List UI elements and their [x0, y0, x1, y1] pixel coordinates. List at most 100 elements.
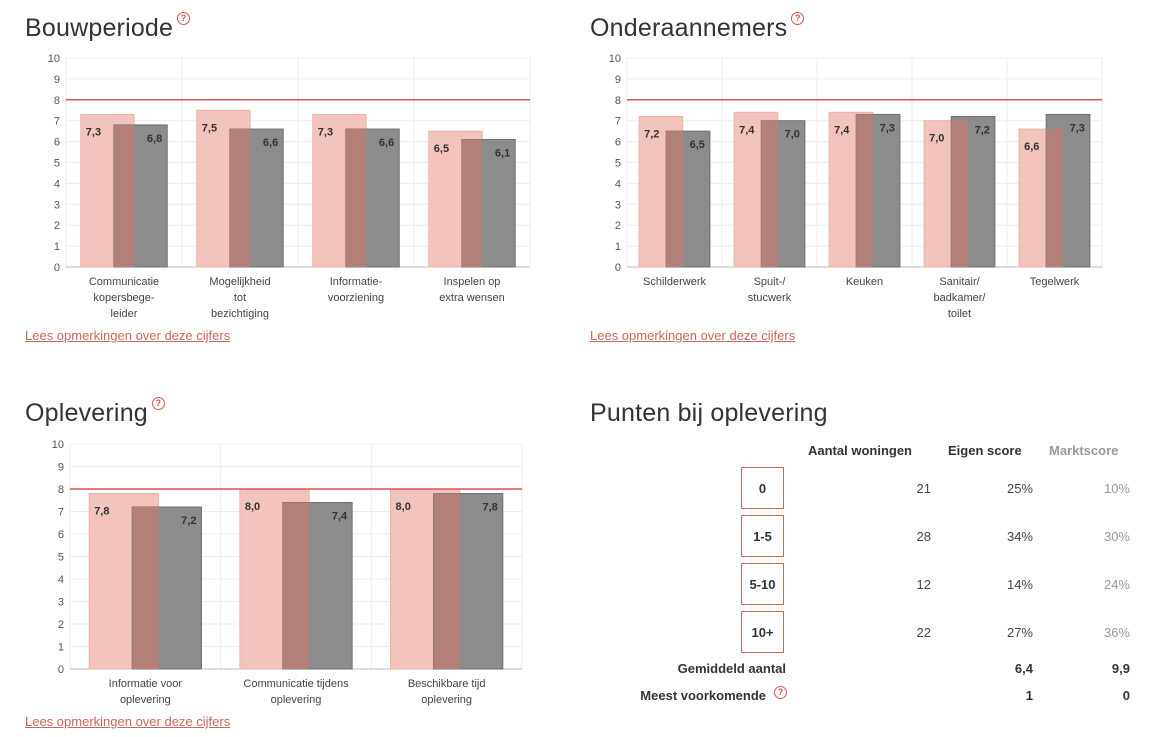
bar-overlap [856, 114, 873, 268]
markt-cell: 10% [1103, 481, 1130, 496]
bar-overlap [761, 120, 778, 267]
chart-bouwperiode: 0 1 2 3 4 5 6 7 8 9 10 7,3 6,8 Communicatie kopersbege… [0, 50, 560, 330]
bar-overlap [433, 493, 460, 669]
y-tick-label: 9 [615, 74, 621, 86]
eigen-cell: 27% [1006, 625, 1033, 640]
gemiddeld-markt: 9,9 [1111, 661, 1130, 676]
data-label-markt: 6,8 [147, 133, 162, 145]
chart-svg: 0 1 2 3 4 5 6 7 8 9 10 7,2 6,5 Schilderwerk 7,4 7,0 Spui… [609, 53, 1103, 320]
data-label-eigen: 7,3 [318, 126, 333, 138]
y-tick-label: 3 [54, 199, 60, 211]
chart-svg: 0 1 2 3 4 5 6 7 8 9 10 7,3 6,8 Communicatie kopersbege… [48, 53, 531, 320]
x-tick-label: Inspelen op [444, 276, 501, 288]
eigen-cell: 14% [1006, 577, 1033, 592]
y-tick-label: 2 [58, 619, 64, 631]
range-box-5-10: 5-10 [741, 563, 784, 605]
markt-cell: 30% [1103, 529, 1130, 544]
help-icon[interactable]: ? [177, 12, 191, 25]
bar-overlap [345, 129, 367, 267]
y-tick-label: 2 [615, 220, 621, 232]
x-tick-label: leider [111, 308, 138, 320]
x-tick-label: Keuken [846, 276, 883, 288]
data-label-eigen: 7,3 [86, 126, 101, 138]
y-tick-label: 3 [615, 199, 621, 211]
bar-overlap [229, 129, 251, 267]
y-tick-label: 5 [58, 552, 64, 564]
y-tick-label: 10 [609, 53, 621, 65]
aantal-cell: 28 [916, 529, 931, 544]
col-header-markt: Marktscore [1049, 443, 1119, 458]
link-opmerkingen-onderaannemers[interactable]: Lees opmerkingen over deze cijfers [590, 328, 796, 343]
x-tick-label: stucwerk [748, 292, 792, 304]
y-tick-label: 0 [615, 262, 621, 274]
y-tick-label: 0 [54, 262, 60, 274]
x-tick-label: Beschikbare tijd [408, 678, 486, 690]
y-tick-label: 7 [58, 507, 64, 519]
meest-eigen: 1 [1025, 688, 1033, 703]
data-label-markt: 7,3 [1070, 122, 1085, 134]
bar-overlap [132, 507, 159, 669]
data-label-eigen: 7,4 [739, 124, 755, 136]
bar-overlap [113, 124, 135, 267]
data-label-markt: 7,8 [483, 502, 498, 514]
data-label-eigen: 7,0 [929, 133, 944, 145]
data-label-markt: 6,6 [379, 137, 394, 149]
aantal-cell: 12 [916, 577, 931, 592]
range-box-0: 0 [741, 467, 784, 509]
x-tick-label: bezichtiging [211, 308, 269, 320]
y-tick-label: 5 [54, 158, 60, 170]
y-tick-label: 10 [48, 53, 60, 65]
data-label-markt: 6,6 [263, 137, 278, 149]
aantal-cell: 21 [916, 481, 931, 496]
section-title-punten: Punten bij oplevering [590, 399, 828, 427]
y-tick-label: 8 [54, 95, 60, 107]
data-label-eigen: 7,4 [834, 124, 850, 136]
x-tick-label: Mogelijkheid [209, 276, 270, 288]
link-opmerkingen-oplevering[interactable]: Lees opmerkingen over deze cijfers [25, 714, 231, 729]
x-tick-label: voorziening [328, 292, 384, 304]
y-tick-label: 4 [615, 178, 621, 190]
bar-overlap [666, 131, 683, 267]
help-icon[interactable]: ? [791, 12, 805, 25]
section-title-oplevering: Oplevering? [25, 397, 165, 428]
y-tick-label: 4 [54, 178, 60, 190]
meest-label: Meest voorkomende [640, 688, 766, 703]
x-tick-label: oplevering [120, 694, 171, 706]
bar-overlap [461, 139, 483, 267]
markt-cell: 24% [1103, 577, 1130, 592]
y-tick-label: 8 [58, 484, 64, 496]
y-tick-label: 3 [58, 597, 64, 609]
help-icon[interactable]: ? [774, 686, 787, 699]
section-title-onderaannemers: Onderaannemers? [590, 12, 805, 43]
link-opmerkingen-bouwperiode[interactable]: Lees opmerkingen over deze cijfers [25, 328, 231, 343]
data-label-eigen: 7,5 [202, 122, 217, 134]
y-tick-label: 9 [54, 74, 60, 86]
x-tick-label: badkamer/ [934, 292, 987, 304]
gemiddeld-label: Gemiddeld aantal [677, 661, 786, 676]
data-label-markt: 7,2 [975, 125, 990, 137]
x-tick-label: Schilderwerk [643, 276, 706, 288]
data-label-markt: 6,1 [495, 148, 510, 160]
data-label-markt: 7,2 [181, 515, 196, 527]
x-tick-label: extra wensen [439, 292, 504, 304]
y-tick-label: 7 [54, 116, 60, 128]
y-tick-label: 5 [615, 158, 621, 170]
meest-markt: 0 [1122, 688, 1130, 703]
help-icon[interactable]: ? [151, 397, 165, 410]
y-tick-label: 1 [615, 241, 621, 253]
x-tick-label: tot [234, 292, 246, 304]
data-label-eigen: 7,2 [644, 129, 659, 141]
data-label-eigen: 6,6 [1024, 141, 1039, 153]
x-tick-label: Spuit-/ [754, 276, 787, 288]
data-label-markt: 7,0 [785, 129, 800, 141]
aantal-cell: 22 [916, 625, 931, 640]
y-tick-label: 10 [52, 439, 64, 451]
bar-overlap [951, 120, 968, 267]
section-title-bouwperiode: Bouwperiode? [25, 12, 191, 43]
data-label-eigen: 7,8 [94, 506, 109, 518]
col-header-aantal: Aantal woningen [808, 443, 912, 458]
y-tick-label: 7 [615, 116, 621, 128]
y-tick-label: 6 [58, 529, 64, 541]
range-box-10-plus: 10+ [741, 611, 784, 653]
data-label-eigen: 6,5 [434, 143, 449, 155]
